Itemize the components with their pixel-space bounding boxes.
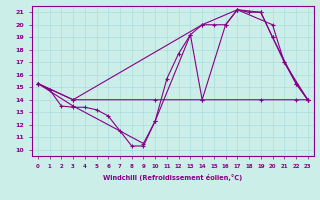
X-axis label: Windchill (Refroidissement éolien,°C): Windchill (Refroidissement éolien,°C) (103, 174, 243, 181)
